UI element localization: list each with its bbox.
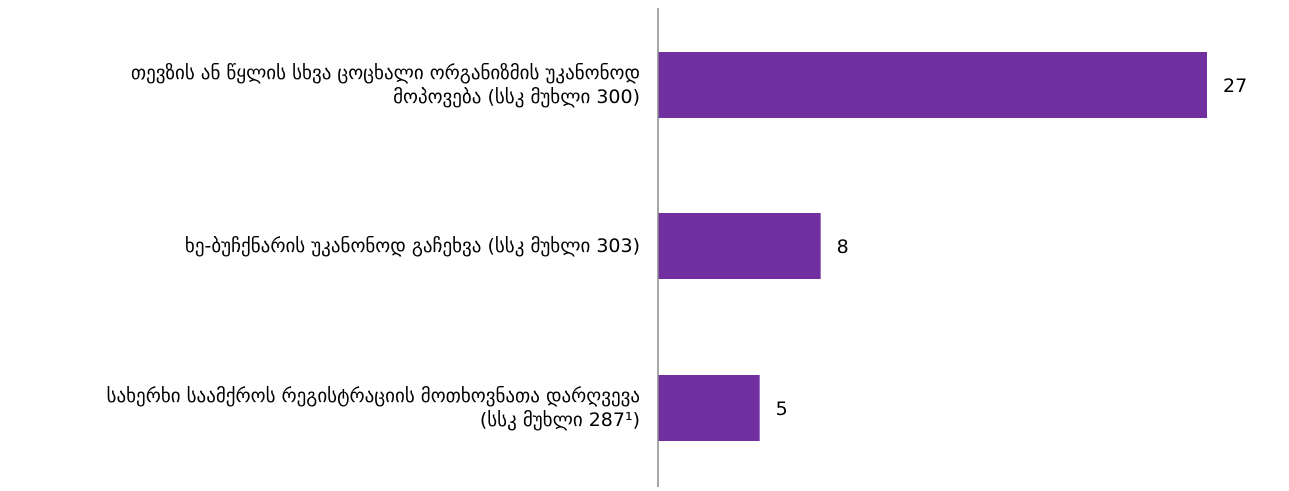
value-labels-group: 27 8 5: [776, 75, 1248, 420]
category-label: სახერხი საამქროს რეგისტრაციის მოთხოვნათა…: [0, 384, 640, 432]
category-label: თევზის ან წყლის სხვა ცოცხალი ორგანიზმის …: [0, 61, 640, 109]
category-label-text: თევზის ან წყლის სხვა ცოცხალი ორგანიზმის …: [130, 62, 640, 108]
category-label: ხე-ბუჩქნარის უკანონოდ გაჩეხვა (სსკ მუხლი…: [0, 234, 640, 258]
bar: [658, 375, 760, 441]
bars-group: [658, 52, 1207, 441]
category-label-text: სახერხი საამქროს რეგისტრაციის მოთხოვნათა…: [106, 385, 640, 431]
data-label: 8: [837, 236, 849, 258]
bar: [658, 213, 821, 279]
bar: [658, 52, 1207, 118]
data-label: 27: [1223, 75, 1247, 97]
data-label: 5: [776, 398, 788, 420]
category-label-text: ხე-ბუჩქნარის უკანონოდ გაჩეხვა (სსკ მუხლი…: [184, 235, 640, 257]
